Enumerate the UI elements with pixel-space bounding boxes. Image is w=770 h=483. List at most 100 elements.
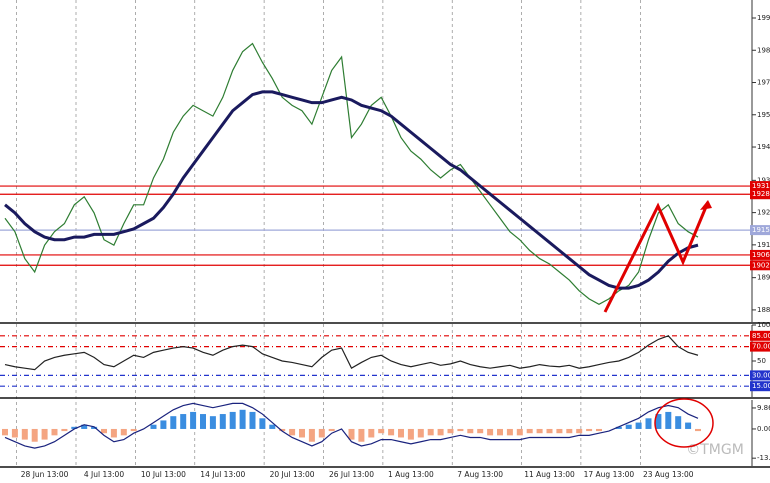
- histogram-bar: [427, 428, 434, 436]
- histogram-bar: [249, 411, 256, 429]
- histogram-bar: [437, 428, 444, 436]
- x-tick-label: 23 Aug 13:00: [643, 470, 694, 479]
- histogram-bar: [130, 428, 137, 432]
- histogram-bar: [160, 420, 167, 429]
- level-label: 70.0000: [752, 343, 770, 351]
- y-tick-label: 1934.10: [757, 176, 770, 184]
- histogram-bar: [269, 424, 276, 429]
- y-tick-label: 1885.90: [757, 306, 770, 314]
- y-tick-label: 0.00: [757, 425, 770, 433]
- series-line: [4, 42, 699, 305]
- x-tick-label: 28 Jun 13:00: [21, 470, 69, 479]
- y-tick-label: 1958.50: [757, 111, 770, 119]
- y-tick-label: -13.7247: [757, 454, 770, 462]
- histogram-bar: [348, 428, 355, 440]
- annotation-circle: [654, 398, 714, 448]
- histogram-bar: [91, 426, 98, 429]
- histogram-bar: [556, 428, 563, 434]
- histogram-bar: [665, 411, 672, 429]
- histogram-bar: [209, 416, 216, 429]
- histogram-bar: [536, 428, 543, 434]
- histogram-bar: [31, 428, 38, 442]
- level-label-box: [750, 370, 770, 381]
- level-label: 1915.59: [752, 226, 770, 234]
- histogram-bar: [487, 428, 494, 436]
- x-tick-label: 10 Jul 13:00: [141, 470, 186, 479]
- histogram-bar: [596, 428, 602, 432]
- histogram-bar: [239, 409, 246, 429]
- y-tick-label: 1910.10: [757, 241, 770, 249]
- x-tick-label: 26 Jul 13:00: [329, 470, 374, 479]
- arrow-head: [700, 200, 712, 210]
- level-label: 1906.35: [752, 251, 770, 259]
- level-label: 1928.94: [752, 190, 770, 198]
- histogram-bar: [675, 416, 682, 429]
- histogram-bar: [516, 428, 523, 436]
- y-tick-label: 1946.50: [757, 143, 770, 151]
- level-label: 85.0000: [752, 332, 770, 340]
- histogram-bar: [655, 414, 662, 429]
- histogram-bar: [645, 418, 652, 429]
- series-line: [4, 402, 699, 449]
- histogram-bar: [546, 428, 553, 434]
- histogram-bar: [497, 428, 503, 436]
- histogram-bar: [41, 428, 48, 440]
- histogram-bar: [279, 428, 286, 432]
- histogram-bar: [378, 428, 385, 434]
- histogram-bar: [120, 428, 127, 436]
- histogram-bar: [368, 428, 375, 438]
- x-tick-label: 4 Jul 13:00: [84, 470, 124, 479]
- level-label-box: [750, 260, 770, 271]
- histogram-bar: [576, 428, 583, 434]
- histogram-bar: [398, 428, 404, 438]
- level-label-box: [750, 330, 770, 341]
- histogram-bar: [506, 428, 513, 436]
- histogram-bar: [358, 428, 365, 442]
- x-tick-label: 20 Jul 13:00: [270, 470, 315, 479]
- histogram-bar: [2, 428, 8, 436]
- histogram-bar: [526, 428, 533, 434]
- histogram-bar: [101, 428, 107, 434]
- histogram-bar: [229, 411, 236, 429]
- y-tick-label: 9.863: [757, 404, 770, 412]
- histogram-bar: [447, 428, 454, 434]
- histogram-bar: [467, 428, 474, 434]
- x-tick-label: 14 Jul 13:00: [200, 470, 245, 479]
- histogram-bar: [586, 428, 593, 432]
- y-tick-label: 1897.90: [757, 274, 770, 282]
- histogram-bar: [259, 418, 266, 429]
- histogram-bar: [61, 428, 68, 432]
- histogram-bar: [180, 414, 187, 429]
- histogram-bar: [289, 428, 296, 436]
- y-tick-label: 1922.10: [757, 209, 770, 217]
- histogram-bar: [695, 428, 701, 432]
- histogram-bar: [170, 416, 177, 429]
- histogram-bar: [625, 424, 632, 429]
- level-label: 1931.97: [752, 182, 770, 190]
- level-label-box: [750, 249, 770, 260]
- histogram-bar: [299, 428, 305, 438]
- histogram-bar: [71, 426, 78, 429]
- y-tick-label: 100: [757, 321, 770, 329]
- histogram-bar: [190, 411, 197, 429]
- histogram-bar: [51, 428, 58, 436]
- histogram-bar: [457, 428, 464, 432]
- histogram-bar: [635, 422, 642, 429]
- histogram-bar: [150, 424, 157, 429]
- arrow: [603, 201, 710, 313]
- histogram-bar: [477, 428, 484, 434]
- histogram-bar: [21, 428, 28, 440]
- y-tick-label: 1994.50: [757, 14, 770, 22]
- histogram-bar: [685, 422, 692, 429]
- histogram-bar: [407, 428, 414, 440]
- histogram-bar: [318, 428, 325, 438]
- histogram-bar: [110, 428, 117, 438]
- level-label-box: [750, 341, 770, 352]
- x-tick-label: 1 Aug 13:00: [388, 470, 434, 479]
- histogram-bar: [200, 414, 206, 429]
- series-line: [4, 335, 699, 371]
- level-label: 30.0000: [752, 371, 770, 379]
- histogram-bar: [219, 414, 226, 429]
- histogram-bar: [566, 428, 573, 434]
- y-tick-label: 1982.50: [757, 46, 770, 54]
